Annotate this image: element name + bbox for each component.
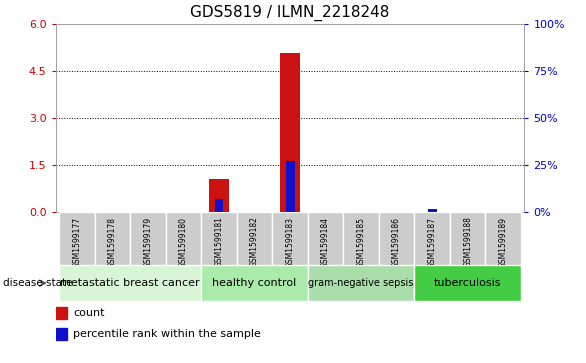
Bar [272,212,308,265]
Bar [280,53,300,212]
Text: metastatic breast cancer: metastatic breast cancer [60,278,200,288]
Bar [95,212,130,265]
Text: GSM1599189: GSM1599189 [499,217,507,268]
Bar [414,265,521,301]
Bar [308,212,343,265]
Bar [201,212,237,265]
Text: GSM1599178: GSM1599178 [108,217,117,268]
Text: GSM1599181: GSM1599181 [214,217,223,268]
Bar [209,179,229,212]
Text: tuberculosis: tuberculosis [434,278,502,288]
Text: gram-negative sepsis: gram-negative sepsis [308,278,414,288]
Text: disease state: disease state [3,278,73,288]
Text: GSM1599180: GSM1599180 [179,217,188,268]
Bar [285,162,295,212]
Text: percentile rank within the sample: percentile rank within the sample [73,329,261,339]
Text: GSM1599182: GSM1599182 [250,217,259,268]
Bar [59,265,201,301]
Text: GSM1599186: GSM1599186 [392,217,401,268]
Bar [56,307,67,319]
Bar [56,329,67,340]
Text: count: count [73,308,105,318]
Text: GSM1599184: GSM1599184 [321,217,330,268]
Bar [214,199,223,212]
Bar [308,265,414,301]
Text: healthy control: healthy control [213,278,297,288]
Bar [59,212,95,265]
Bar [343,212,379,265]
Text: GSM1599183: GSM1599183 [285,217,295,268]
Title: GDS5819 / ILMN_2218248: GDS5819 / ILMN_2218248 [190,5,390,21]
Text: GSM1599185: GSM1599185 [357,217,366,268]
Bar [414,212,450,265]
Text: GSM1599177: GSM1599177 [73,217,81,268]
Bar [450,212,485,265]
Bar [379,212,414,265]
Text: GSM1599179: GSM1599179 [144,217,152,268]
Text: GSM1599187: GSM1599187 [428,217,437,268]
Bar [428,209,437,212]
Bar [130,212,166,265]
Bar [201,265,308,301]
Bar [166,212,201,265]
Bar [237,212,272,265]
Text: GSM1599188: GSM1599188 [463,217,472,268]
Bar [485,212,521,265]
